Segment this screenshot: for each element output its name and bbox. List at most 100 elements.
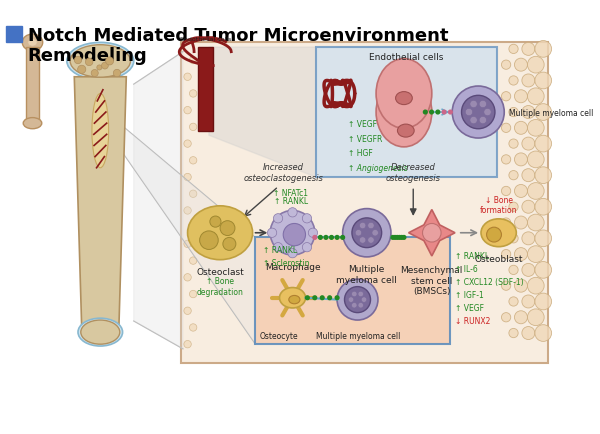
Circle shape	[358, 292, 364, 297]
Circle shape	[184, 274, 191, 281]
Circle shape	[395, 236, 399, 240]
Circle shape	[527, 246, 544, 263]
Circle shape	[522, 169, 535, 182]
Circle shape	[313, 296, 317, 300]
Ellipse shape	[280, 288, 305, 308]
Circle shape	[343, 209, 391, 257]
Polygon shape	[134, 53, 183, 349]
Circle shape	[270, 211, 315, 256]
Text: Mesenchymal
stem cell
(BMSCs): Mesenchymal stem cell (BMSCs)	[401, 266, 463, 296]
Bar	[26, 48, 39, 122]
Text: ↑ IGF-1: ↑ IGF-1	[455, 291, 484, 300]
Circle shape	[509, 140, 518, 149]
Text: Osteocyte: Osteocyte	[260, 331, 299, 340]
Circle shape	[106, 58, 113, 66]
Circle shape	[479, 101, 487, 108]
Circle shape	[502, 281, 511, 291]
Text: Multiple
myeloma cell: Multiple myeloma cell	[337, 265, 397, 284]
Bar	[198, 48, 212, 132]
Circle shape	[509, 234, 518, 243]
Text: ↑ RANKL: ↑ RANKL	[274, 197, 308, 205]
Circle shape	[522, 327, 535, 340]
Circle shape	[527, 183, 544, 200]
Circle shape	[514, 311, 527, 324]
Text: ↑ RANKL: ↑ RANKL	[263, 245, 297, 254]
Circle shape	[502, 250, 511, 259]
Circle shape	[509, 203, 518, 212]
Text: Multiple myeloma cell: Multiple myeloma cell	[316, 331, 400, 340]
Ellipse shape	[376, 59, 432, 129]
Circle shape	[190, 257, 197, 265]
Circle shape	[335, 236, 339, 240]
Circle shape	[305, 296, 309, 300]
Circle shape	[302, 214, 311, 224]
Circle shape	[274, 214, 283, 224]
Circle shape	[97, 66, 102, 71]
Text: ↑ Bone
degradation: ↑ Bone degradation	[197, 277, 244, 296]
Circle shape	[535, 262, 551, 279]
Circle shape	[359, 237, 366, 243]
Circle shape	[335, 296, 339, 300]
Polygon shape	[409, 210, 455, 256]
Ellipse shape	[70, 46, 130, 78]
Text: Multiple myeloma cell: Multiple myeloma cell	[509, 108, 593, 117]
Circle shape	[320, 296, 324, 300]
Text: ↑ Angiogenesis: ↑ Angiogenesis	[348, 164, 408, 173]
Circle shape	[527, 120, 544, 137]
Circle shape	[337, 279, 378, 320]
Ellipse shape	[81, 320, 120, 345]
Circle shape	[449, 111, 452, 115]
Circle shape	[535, 293, 551, 310]
Circle shape	[372, 230, 379, 237]
Circle shape	[535, 325, 551, 342]
Circle shape	[308, 229, 317, 238]
Text: ↓ Bone
formation: ↓ Bone formation	[480, 195, 517, 215]
Circle shape	[341, 236, 344, 240]
Circle shape	[452, 87, 504, 139]
Circle shape	[190, 157, 197, 164]
Text: Increased
osteoclastogenesis: Increased osteoclastogenesis	[243, 163, 323, 182]
Circle shape	[535, 168, 551, 184]
Circle shape	[522, 75, 535, 88]
Circle shape	[424, 111, 427, 115]
Circle shape	[422, 224, 441, 243]
Ellipse shape	[67, 43, 134, 80]
Circle shape	[502, 61, 511, 70]
Circle shape	[91, 70, 98, 77]
Circle shape	[361, 297, 367, 302]
Text: ↑ CXCL12 (SDF-1): ↑ CXCL12 (SDF-1)	[455, 278, 524, 287]
Circle shape	[527, 57, 544, 74]
Text: Notch Mediated Tumor Microenvironment
Remodeling: Notch Mediated Tumor Microenvironment Re…	[28, 26, 448, 66]
Circle shape	[522, 295, 535, 308]
Circle shape	[328, 296, 332, 300]
Text: ↑ VEGF: ↑ VEGF	[348, 119, 377, 128]
Text: ↑ Sclerostin: ↑ Sclerostin	[263, 258, 309, 267]
Circle shape	[190, 57, 197, 65]
Circle shape	[190, 124, 197, 132]
Circle shape	[527, 278, 544, 294]
Circle shape	[190, 224, 197, 231]
Circle shape	[479, 117, 487, 125]
Ellipse shape	[289, 296, 300, 304]
Circle shape	[514, 122, 527, 135]
Circle shape	[527, 89, 544, 105]
Ellipse shape	[92, 94, 109, 168]
Bar	[181, 43, 548, 363]
Circle shape	[352, 292, 357, 297]
Text: ↑ VEGFR: ↑ VEGFR	[348, 134, 383, 143]
Circle shape	[509, 45, 518, 54]
Circle shape	[522, 106, 535, 119]
Circle shape	[220, 221, 235, 236]
Ellipse shape	[23, 118, 42, 129]
Circle shape	[268, 229, 277, 238]
Circle shape	[509, 108, 518, 118]
Circle shape	[402, 236, 406, 240]
Text: ↓ RUNX2: ↓ RUNX2	[455, 317, 490, 326]
Text: Decreased
osteogenesis: Decreased osteogenesis	[386, 163, 441, 182]
Circle shape	[509, 297, 518, 306]
Text: ↑ RANKL: ↑ RANKL	[455, 252, 489, 261]
Circle shape	[509, 171, 518, 181]
Circle shape	[190, 91, 197, 98]
Circle shape	[522, 201, 535, 214]
Text: Endothelial cells: Endothelial cells	[369, 53, 443, 62]
